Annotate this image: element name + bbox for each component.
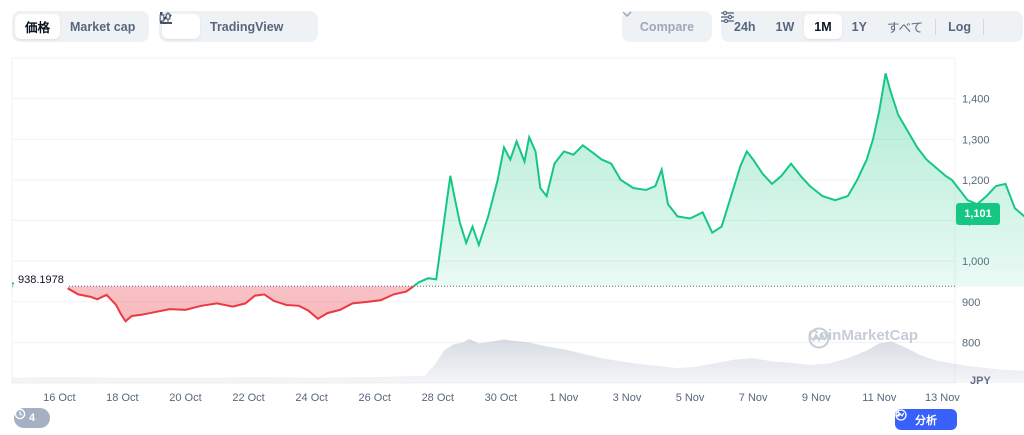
chevron-down-icon <box>622 11 632 17</box>
x-tick-label: 9 Nov <box>802 392 831 404</box>
x-tick-label: 28 Oct <box>422 392 454 404</box>
view-toggle: TradingView <box>159 11 318 42</box>
range-all[interactable]: すべて <box>886 21 924 35</box>
y-tick-label: 1,300 <box>962 134 990 146</box>
settings-sliders-icon <box>721 11 734 23</box>
range-24h[interactable]: 24h <box>734 19 756 34</box>
log-scale-toggle[interactable]: Log <box>948 19 972 34</box>
divider <box>935 18 937 35</box>
history-count: 4 <box>28 412 36 424</box>
x-tick-label: 16 Oct <box>43 392 75 404</box>
history-icon <box>14 408 26 420</box>
x-tick-label: 26 Oct <box>358 392 390 404</box>
x-tick-label: 11 Nov <box>862 392 897 404</box>
range-1y[interactable]: 1Y <box>851 19 867 34</box>
x-tick-label: 24 Oct <box>295 392 327 404</box>
range-1w[interactable]: 1W <box>775 19 795 34</box>
analysis-button[interactable]: 分析 <box>895 409 957 430</box>
x-tick-label: 30 Oct <box>485 392 517 404</box>
candlestick-icon <box>159 12 171 24</box>
opening-price-label: 938.1978 <box>14 274 68 290</box>
x-tick-label: 13 Nov <box>925 392 960 404</box>
range-1m[interactable]: 1M <box>804 14 842 39</box>
time-range-selector: 24h 1W 1M 1Y すべて Log <box>721 11 1023 42</box>
y-tick-label: 900 <box>962 297 980 309</box>
divider <box>983 18 985 35</box>
price-area-up <box>12 73 1024 287</box>
y-tick-label: 1,400 <box>962 94 990 106</box>
price-line-up <box>11 73 1024 287</box>
x-tick-label: 22 Oct <box>232 392 264 404</box>
x-tick-label: 1 Nov <box>550 392 579 404</box>
analysis-icon <box>895 409 907 421</box>
y-tick-label: 800 <box>962 337 980 349</box>
tradingview-button[interactable]: TradingView <box>159 12 293 39</box>
volume-area <box>12 338 1024 383</box>
chart-toolbar: 価格 Market cap TradingView Compare 24h <box>12 11 1023 42</box>
chart-settings-button[interactable] <box>721 11 1002 39</box>
compare-label: Compare <box>639 19 695 34</box>
watermark-text: CoinMarketCap <box>808 327 919 344</box>
x-tick-label: 7 Nov <box>739 392 768 404</box>
metric-toggle: 価格 Market cap <box>12 11 149 42</box>
coinmarketcap-watermark: CoinMarketCap <box>808 327 919 349</box>
history-badge[interactable]: 4 <box>14 408 50 428</box>
y-tick-label: 1,200 <box>962 175 990 187</box>
current-price-badge: 1,101 <box>956 203 1000 225</box>
price-line-down <box>56 286 416 323</box>
chevron-right-icon <box>895 409 901 418</box>
analysis-label: 分析 <box>915 414 937 427</box>
x-tick-label: 3 Nov <box>613 392 642 404</box>
x-tick-label: 20 Oct <box>169 392 201 404</box>
tab-price[interactable]: 価格 <box>15 14 61 39</box>
coinmarketcap-logo-icon <box>808 327 830 349</box>
tab-market-cap[interactable]: Market cap <box>70 19 136 34</box>
tradingview-label: TradingView <box>210 19 284 34</box>
x-tick-label: 5 Nov <box>676 392 705 404</box>
x-tick-label: 18 Oct <box>106 392 138 404</box>
compare-dropdown[interactable]: Compare <box>622 11 712 42</box>
